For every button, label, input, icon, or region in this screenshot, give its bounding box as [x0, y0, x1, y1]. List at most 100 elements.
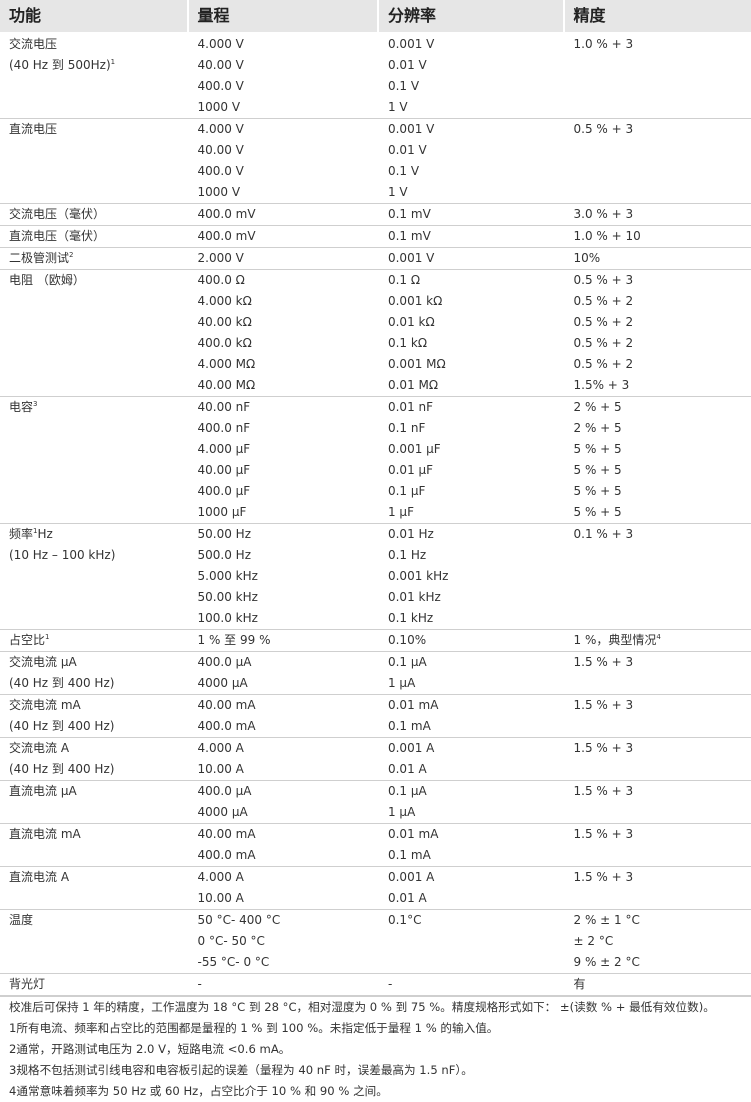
table-cell: 1.5 % + 3 [565, 824, 751, 866]
table-cell: 400.0 mV [189, 226, 379, 247]
table-cell: - [379, 974, 565, 995]
cell-line: 1.5 % + 3 [574, 824, 751, 845]
cell-line: 1000 V [198, 97, 379, 118]
table-cell: 背光灯 [0, 974, 189, 995]
table-cell: 1.5 % + 3 [565, 867, 751, 909]
footnote-marker: 1 [45, 633, 49, 641]
header-cell: 量程 [189, 0, 377, 32]
table-cell: 交流电流 μA(40 Hz 到 400 Hz) [0, 652, 189, 694]
footnotes: 校准后可保持 1 年的精度，工作温度为 18 °C 到 28 °C，相对湿度为 … [0, 996, 751, 1102]
cell-line: 有 [574, 974, 751, 995]
cell-line: 0.001 V [388, 248, 565, 269]
cell-line: 2 % ± 1 °C [574, 910, 751, 931]
table-cell: 交流电压(40 Hz 到 500Hz)1 [0, 34, 189, 118]
footnote: 3规格不包括测试引线电容和电容板引起的误差（量程为 40 nF 时，误差最高为 … [0, 1060, 751, 1081]
cell-line: 5 % + 5 [574, 502, 751, 523]
cell-line: 1 V [388, 97, 565, 118]
table-cell: 直流电流 mA [0, 824, 189, 866]
cell-line: 背光灯 [9, 974, 189, 995]
table-cell: 二极管测试2 [0, 248, 189, 269]
table-cell: 1.5 % + 3 [565, 781, 751, 823]
cell-line: 5 % + 5 [574, 460, 751, 481]
table-cell: 2.000 V [189, 248, 379, 269]
cell-text: 频率 [9, 527, 33, 541]
cell-line: 1.0 % + 10 [574, 226, 751, 247]
cell-line: 直流电流 A [9, 867, 189, 888]
cell-line: 400.0 μA [198, 781, 379, 802]
cell-line: 1.0 % + 3 [574, 34, 751, 55]
cell-line: 0.5 % + 3 [574, 270, 751, 291]
cell-line: 4.000 μF [198, 439, 379, 460]
cell-line: 直流电流 mA [9, 824, 189, 845]
cell-line: 400.0 V [198, 161, 379, 182]
cell-line: 40.00 MΩ [198, 375, 379, 396]
footnote: 校准后可保持 1 年的精度，工作温度为 18 °C 到 28 °C，相对湿度为 … [0, 997, 751, 1018]
table-cell: 直流电压 [0, 119, 189, 203]
table-cell: 1.5 % + 3 [565, 652, 751, 694]
cell-line: 40.00 μF [198, 460, 379, 481]
table-cell: - [189, 974, 379, 995]
table-cell: 1.0 % + 3 [565, 34, 751, 118]
table-row: 背光灯--有 [0, 974, 751, 996]
cell-text: Hz [37, 527, 52, 541]
cell-line: 400.0 kΩ [198, 333, 379, 354]
cell-line: 0.5 % + 2 [574, 354, 751, 375]
cell-line: 0.1 mV [388, 204, 565, 225]
cell-line: 4000 μA [198, 802, 379, 823]
cell-line: 0.01 V [388, 55, 565, 76]
cell-text: 二极管测试 [9, 251, 69, 265]
table-cell: 0.5 % + 3 [565, 119, 751, 203]
table-cell: 0.001 V [379, 248, 565, 269]
cell-line: (40 Hz 到 400 Hz) [9, 759, 189, 780]
cell-line: 1 V [388, 182, 565, 203]
table-cell: 0.1 mV [379, 204, 565, 225]
cell-line: 1.5 % + 3 [574, 781, 751, 802]
cell-line: 5 % + 5 [574, 439, 751, 460]
cell-line: 直流电流 μA [9, 781, 189, 802]
cell-line: 0.01 μF [388, 460, 565, 481]
cell-line: (10 Hz – 100 kHz) [9, 545, 189, 566]
cell-line: 0.01 V [388, 140, 565, 161]
table-cell: 直流电流 A [0, 867, 189, 909]
cell-line: 0.1 V [388, 76, 565, 97]
table-header: 功能量程分辨率精度 [0, 0, 751, 32]
cell-line: 0.001 A [388, 738, 565, 759]
cell-line: 400.0 mV [198, 204, 379, 225]
cell-line: 1.5 % + 3 [574, 867, 751, 888]
cell-line: 2 % + 5 [574, 418, 751, 439]
cell-line: 100.0 kHz [198, 608, 379, 629]
cell-line: 0.001 A [388, 867, 565, 888]
cell-line: 0.1 V [388, 161, 565, 182]
cell-line: 400.0 mA [198, 716, 379, 737]
table-cell: 1.0 % + 10 [565, 226, 751, 247]
cell-line: 0.01 nF [388, 397, 565, 418]
cell-line: 0.1 Hz [388, 545, 565, 566]
footnote: 1所有电流、频率和占空比的范围都是量程的 1 % 到 100 %。未指定低于量程… [0, 1018, 751, 1039]
cell-line: 1.5 % + 3 [574, 695, 751, 716]
cell-line: 500.0 Hz [198, 545, 379, 566]
cell-line: 2 % + 5 [574, 397, 751, 418]
cell-line: (40 Hz 到 400 Hz) [9, 673, 189, 694]
cell-line: -55 °C- 0 °C [198, 952, 379, 973]
header-cell: 分辨率 [379, 0, 563, 32]
cell-line: 0.1°C [388, 910, 565, 931]
cell-line: 3.0 % + 3 [574, 204, 751, 225]
cell-line: 0.5 % + 2 [574, 333, 751, 354]
